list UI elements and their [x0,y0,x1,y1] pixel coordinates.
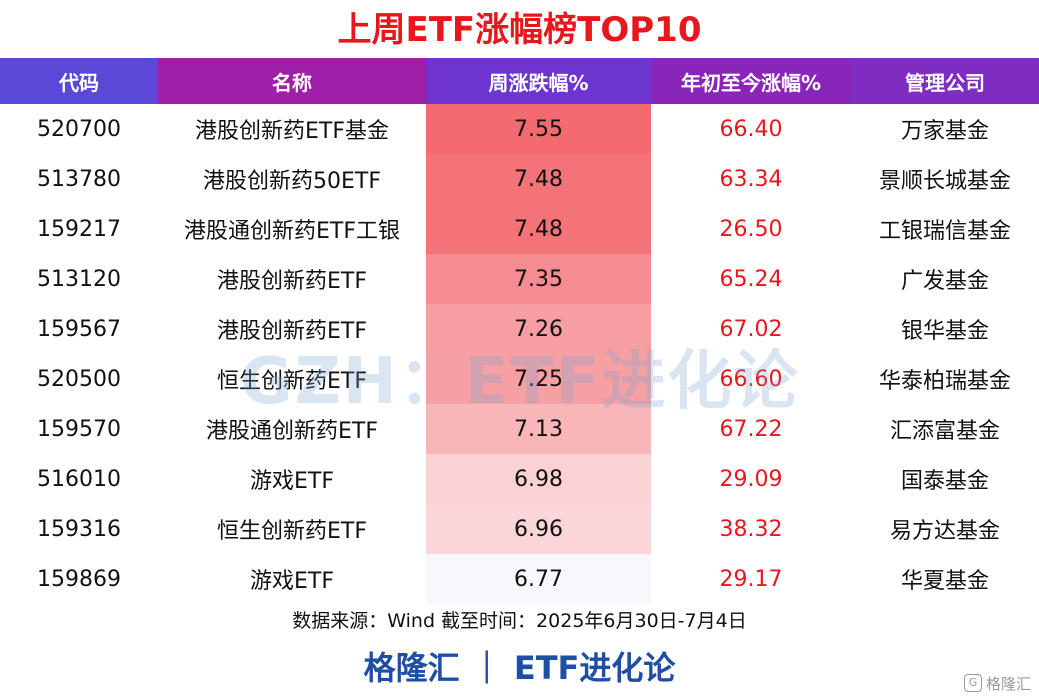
table-row: 159217 港股通创新药ETF工银 7.48 26.50 工银瑞信基金 [0,204,1039,254]
table-row: 159316 恒生创新药ETF 6.96 38.32 易方达基金 [0,504,1039,554]
cell-name: 港股创新药ETF [217,269,367,294]
brand-footer: 格隆汇 ｜ ETF进化论 [363,649,676,687]
table-row: 516010 游戏ETF 6.98 29.09 国泰基金 [0,454,1039,504]
etf-ranking-table: 代码 名称 周涨跌幅% 年初至今涨幅% 管理公司 520700 港股创新药ETF基… [0,58,1039,604]
cell-weekly-change: 7.48 [426,154,651,204]
cell-weekly-change: 7.55 [426,104,651,154]
cell-manager: 华泰柏瑞基金 [878,369,1011,394]
cell-code: 516010 [37,466,121,492]
cell-code: 520700 [37,116,121,142]
cell-code: 520500 [37,366,121,392]
header-code: 代码 [0,58,158,104]
table-row: 159869 游戏ETF 6.77 29.17 华夏基金 [0,554,1039,604]
table-row: 513120 港股创新药ETF 7.35 65.24 广发基金 [0,254,1039,304]
cell-ytd-change: 65.24 [719,266,783,292]
cell-manager: 国泰基金 [900,469,989,494]
table-header-row: 代码 名称 周涨跌幅% 年初至今涨幅% 管理公司 [0,58,1039,104]
table-row: 520500 恒生创新药ETF 7.25 66.60 华泰柏瑞基金 [0,354,1039,404]
table-row: 159567 港股创新药ETF 7.26 67.02 银华基金 [0,304,1039,354]
cell-code: 159567 [37,316,121,342]
cell-code: 513120 [37,266,121,292]
table-row: 159570 港股通创新药ETF 7.13 67.22 汇添富基金 [0,404,1039,454]
cell-name: 港股创新药50ETF [203,169,381,194]
cell-ytd-change: 26.50 [719,216,783,242]
cell-ytd-change: 63.34 [719,166,783,192]
cell-name: 港股创新药ETF基金 [195,119,389,144]
cell-code: 159316 [37,516,121,542]
cell-weekly-change: 6.77 [426,554,651,604]
cell-manager: 易方达基金 [889,519,1000,544]
cell-name: 游戏ETF [250,569,334,594]
cell-ytd-change: 29.17 [719,566,783,592]
cell-manager: 广发基金 [900,269,989,294]
cell-code: 159217 [37,216,121,242]
cell-weekly-change: 7.48 [426,204,651,254]
cell-code: 159869 [37,566,121,592]
cell-name: 游戏ETF [250,469,334,494]
header-weekly-change: 周涨跌幅% [426,58,651,104]
header-ytd-change: 年初至今涨幅% [651,58,851,104]
cell-ytd-change: 29.09 [719,466,783,492]
cell-ytd-change: 66.40 [719,116,783,142]
cell-name: 恒生创新药ETF [217,369,367,394]
cell-ytd-change: 67.22 [719,416,783,442]
cell-manager: 工银瑞信基金 [878,219,1011,244]
cell-code: 159570 [37,416,121,442]
cell-weekly-change: 6.98 [426,454,651,504]
header-name: 名称 [158,58,426,104]
cell-name: 恒生创新药ETF [217,519,367,544]
gelonghui-logo-icon: G [963,674,982,692]
data-source-note: 数据来源：Wind 截至时间：2025年6月30日-7月4日 [292,610,747,632]
cell-manager: 景顺长城基金 [878,169,1011,194]
cell-ytd-change: 38.32 [719,516,783,542]
cell-weekly-change: 7.25 [426,354,651,404]
cell-manager: 汇添富基金 [889,419,1000,444]
cell-weekly-change: 7.13 [426,404,651,454]
cell-ytd-change: 66.60 [719,366,783,392]
cell-weekly-change: 7.26 [426,304,651,354]
cell-manager: 华夏基金 [900,569,989,594]
cell-manager: 万家基金 [900,119,989,144]
header-manager: 管理公司 [851,58,1039,104]
cell-code: 513780 [37,166,121,192]
cell-manager: 银华基金 [900,319,989,344]
page-title: 上周ETF涨幅榜TOP10 [337,10,702,50]
table-row: 520700 港股创新药ETF基金 7.55 66.40 万家基金 [0,104,1039,154]
cell-name: 港股创新药ETF [217,319,367,344]
table-row: 513780 港股创新药50ETF 7.48 63.34 景顺长城基金 [0,154,1039,204]
cell-weekly-change: 6.96 [426,504,651,554]
cell-weekly-change: 7.35 [426,254,651,304]
corner-logo-text: 格隆汇 [985,674,1031,693]
cell-name: 港股通创新药ETF工银 [184,219,400,244]
cell-name: 港股通创新药ETF [206,419,378,444]
cell-ytd-change: 67.02 [719,316,783,342]
corner-logo: G 格隆汇 [963,672,1031,694]
